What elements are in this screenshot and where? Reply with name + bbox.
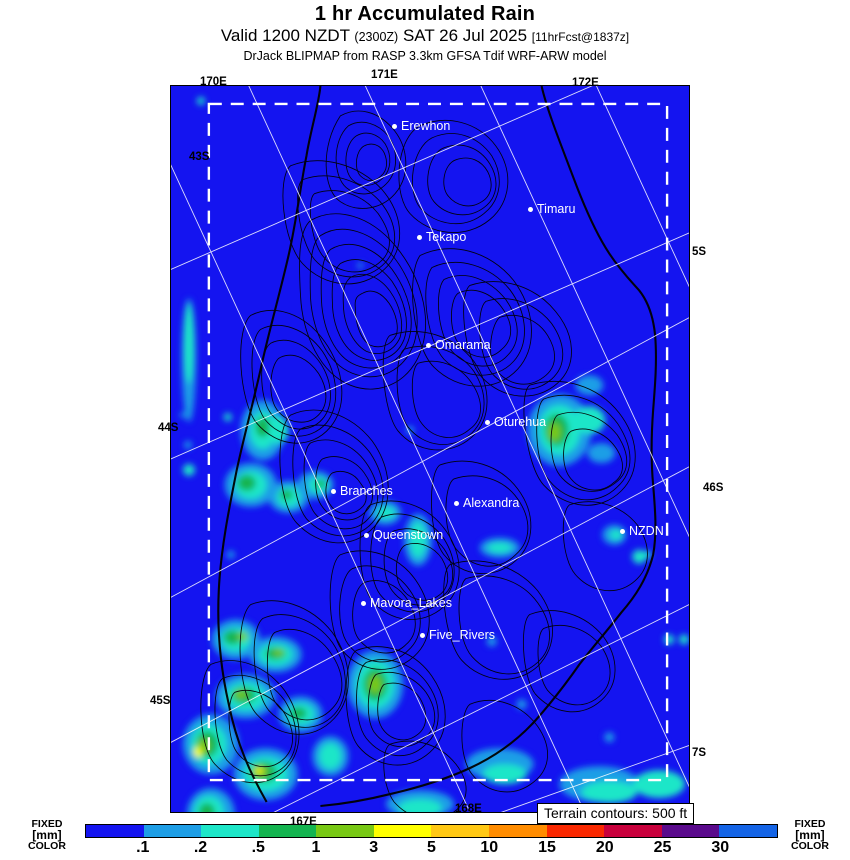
rain-colorbar[interactable] [85,824,778,838]
terrain-contours [200,86,657,812]
lon-label-171e: 171E [371,69,398,81]
colorbar-segment-9[interactable] [604,825,662,837]
header-block: 1 hr Accumulated Rain Valid 1200 NZDT (2… [0,0,850,63]
lat-label-46s: 46S [703,482,724,494]
fixed-right-line3: COLOR [791,840,829,852]
colorbar-tick-p5: .5 [251,839,265,856]
latlon-graticule [171,86,689,812]
colorbar-tick-20: 20 [595,839,614,856]
colorbar-segment-0[interactable] [86,825,144,837]
colorbar-segment-6[interactable] [431,825,490,837]
fixed-left-line3: COLOR [28,840,66,852]
colorbar-tick-30: 30 [711,839,730,856]
rain-map-panel[interactable]: Erewhon Timaru Tekapo Omarama Oturehua Branch… [170,85,690,813]
fixed-color-label-right: FIXED [mm] COLOR [791,819,829,852]
colorbar-segment-5[interactable] [373,825,432,837]
valid-time-prefix: Valid 1200 NZDT [220,26,350,45]
valid-time-line: Valid 1200 NZDT (2300Z) SAT 26 Jul 2025 … [0,26,850,47]
fixed-right-units: [mm] [795,828,825,842]
page-title: 1 hr Accumulated Rain [314,3,536,25]
colorbar-segment-3[interactable] [258,825,317,837]
rain-map-canvas [171,86,689,812]
model-source-line: DrJack BLIPMAP from RASP 3.3km GFSA Tdif… [243,49,607,63]
forecast-domain-box [207,102,669,782]
colorbar-tick-3: 3 [369,839,379,856]
colorbar-tick-5: 5 [427,839,436,856]
colorbar-tick-25: 25 [653,839,672,856]
colorbar-tick-p2: .2 [193,839,208,856]
colorbar-segment-1[interactable] [143,825,202,837]
lon-label-172e: 172E [572,77,599,89]
colorbar-segment-8[interactable] [546,825,605,837]
colorbar-tick-15: 15 [538,839,556,856]
colorbar-tick-10: 10 [480,839,499,856]
colorbar-tick-1: 1 [311,839,321,856]
colorbar-segment-11[interactable] [719,825,777,837]
fixed-color-label-left: FIXED [mm] COLOR [28,819,66,852]
lat-label-43s: 43S [189,151,210,163]
fixed-left-line1: FIXED [31,818,63,830]
lat-label-5s: 5S [692,246,707,258]
forecast-hour-tag: [11hrFcst@1837z] [531,30,630,44]
colorbar-segment-10[interactable] [661,825,720,837]
valid-time-utc: (2300Z) [354,30,399,44]
terrain-contour-legend: Terrain contours: 500 ft [537,803,695,824]
lat-label-7s: 7S [692,747,707,759]
lon-label-170e: 170E [200,76,227,88]
fixed-left-units: [mm] [32,828,62,842]
colorbar-segment-4[interactable] [316,825,374,837]
valid-date: SAT 26 Jul 2025 [402,26,528,45]
lon-label-168e: 168E [455,803,482,815]
colorbar-tick-p1: .1 [136,839,150,856]
fixed-right-line1: FIXED [794,818,826,830]
colorbar-segment-2[interactable] [201,825,259,837]
lat-label-44s: 44S [158,422,179,434]
colorbar-segment-7[interactable] [489,825,547,837]
lat-label-45s: 45S [150,695,171,707]
